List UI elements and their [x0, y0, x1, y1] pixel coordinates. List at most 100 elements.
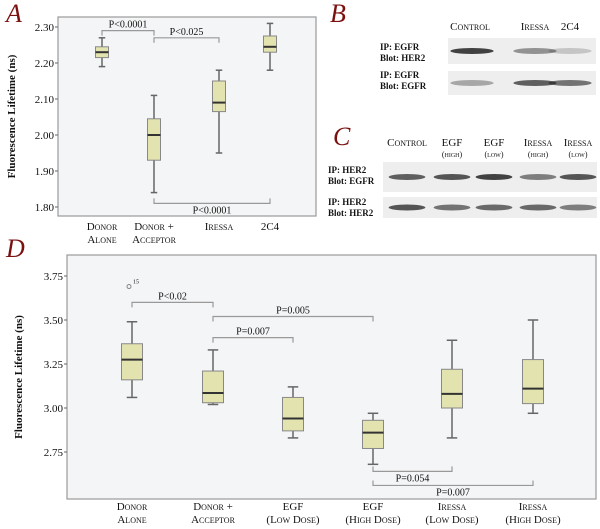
x-tick-label: (High Dose): [505, 514, 561, 526]
significance-bracket: [101, 30, 155, 36]
blot-column-header: (high): [442, 150, 463, 159]
box-5: [522, 359, 544, 405]
p-value-label: P<0.0001: [193, 205, 232, 216]
blot-band: [548, 48, 592, 54]
panel-letter-c: C: [333, 122, 351, 151]
y-tick-label: 2.30: [35, 22, 55, 34]
y-tick-label: 2.75: [44, 447, 64, 459]
blot-column-header: EGF: [484, 137, 505, 149]
box-3: [263, 35, 277, 53]
y-axis-label: Fluorescence Lifetime (ns): [13, 315, 25, 439]
blot-row-label: Blot: HER2: [328, 208, 374, 218]
blot-row-label: IP: HER2: [328, 197, 367, 207]
x-tick-label: EGF: [363, 501, 384, 513]
blot-column-header: (low): [485, 150, 504, 159]
x-tick-label: 2C4: [261, 221, 280, 233]
y-tick-label: 3.75: [44, 271, 64, 283]
blot-band: [450, 48, 494, 54]
box-2: [212, 80, 226, 113]
y-tick-label: 3.25: [44, 359, 64, 371]
x-tick-label: Acceptor: [132, 234, 176, 246]
significance-bracket: [153, 198, 271, 204]
blot-band: [519, 174, 557, 180]
blot-band: [513, 80, 557, 86]
significance-bracket: [153, 37, 220, 43]
significance-bracket: [372, 466, 453, 472]
p-value-label: P=0.005: [276, 305, 310, 316]
box-0: [121, 343, 143, 381]
box-3: [362, 419, 384, 449]
blot-band: [519, 204, 557, 211]
y-tick-label: 3.50: [44, 315, 64, 327]
blot-band: [433, 204, 471, 211]
significance-bracket: [131, 301, 214, 308]
y-tick-label: 2.00: [35, 130, 55, 142]
blot-band: [475, 204, 513, 211]
x-tick-label: Donor +: [193, 501, 233, 513]
p-value-label: P<0.025: [170, 27, 204, 38]
x-tick-label: Iressa: [438, 501, 467, 513]
blot-column-header: EGF: [442, 137, 463, 149]
blot-column-header: Control: [387, 137, 427, 149]
panel-letter-a: A: [4, 0, 22, 28]
x-tick-label: (Low Dose): [425, 514, 479, 526]
blot-column-header: Control: [450, 21, 490, 33]
blot-row-label: Blot: EGFR: [328, 176, 375, 186]
significance-bracket: [212, 315, 374, 322]
blot-band: [548, 80, 592, 86]
blot-column-header: 2C4: [561, 21, 580, 33]
x-tick-label: EGF: [283, 501, 304, 513]
x-tick-label: Donor: [87, 221, 118, 233]
blot-row-label: IP: HER2: [328, 165, 367, 175]
y-tick-label: 1.90: [35, 166, 55, 178]
box-1: [202, 370, 224, 404]
blot-band: [559, 204, 597, 211]
y-tick-label: 2.20: [35, 58, 55, 70]
box-1: [147, 118, 161, 161]
blot-band: [388, 204, 426, 211]
panel-letter-d: D: [5, 234, 25, 263]
blot-band: [513, 48, 557, 54]
y-tick-label: 1.80: [35, 202, 55, 214]
x-tick-label: Donor +: [134, 221, 174, 233]
blot-band: [450, 80, 494, 86]
blot-column-header: Iressa: [564, 137, 593, 149]
blot-row-label: Blot: HER2: [380, 53, 426, 63]
y-tick-label: 3.00: [44, 403, 64, 415]
p-value-label: P=0.007: [236, 327, 270, 338]
p-value-label: P<0.0001: [109, 20, 148, 31]
x-tick-label: (High Dose): [345, 514, 401, 526]
x-tick-label: (Low Dose): [266, 514, 320, 526]
p-value-label: P<0.02: [158, 291, 187, 302]
x-tick-label: Iressa: [519, 501, 548, 513]
p-value-label: P=0.007: [436, 487, 470, 498]
blot-row-label: IP: EGFR: [380, 42, 420, 52]
blot-column-header: Iressa: [521, 21, 550, 33]
x-tick-label: Alone: [87, 234, 116, 246]
plot-area-D: [66, 254, 597, 500]
x-tick-label: Donor: [117, 501, 148, 513]
blot-band: [475, 174, 513, 180]
blot-row-label: IP: EGFR: [380, 70, 420, 80]
blot-column-header: (low): [569, 150, 588, 159]
blot-column-header: Iressa: [524, 137, 553, 149]
y-axis-label: Fluorescence Lifetime (ns): [6, 54, 18, 178]
x-tick-label: Acceptor: [191, 514, 235, 526]
outlier-label: 15: [133, 280, 139, 286]
significance-bracket: [372, 480, 534, 487]
outlier-point: [126, 284, 132, 290]
box-2: [282, 396, 304, 432]
blot-band: [433, 174, 471, 180]
x-tick-label: Alone: [117, 514, 146, 526]
blot-row-label: Blot: EGFR: [380, 81, 427, 91]
y-tick-label: 2.10: [35, 94, 55, 106]
x-tick-label: Iressa: [205, 221, 234, 233]
p-value-label: P=0.054: [396, 473, 430, 484]
blot-band: [559, 174, 597, 180]
significance-bracket: [212, 337, 294, 343]
blot-band: [388, 174, 426, 180]
panel-letter-b: B: [330, 0, 346, 28]
blot-column-header: (high): [528, 150, 549, 159]
box-4: [441, 368, 463, 409]
